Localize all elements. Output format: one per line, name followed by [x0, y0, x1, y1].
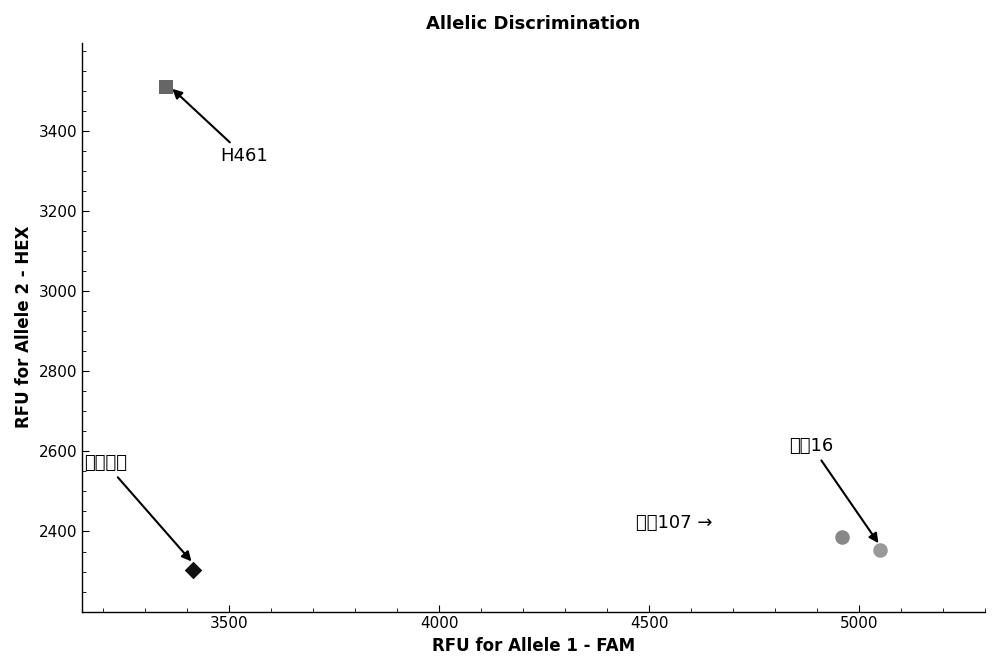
Text: 川农16: 川农16 — [790, 438, 877, 541]
X-axis label: RFU for Allele 1 - FAM: RFU for Allele 1 - FAM — [432, 637, 635, 655]
Point — [872, 544, 888, 555]
Point — [834, 532, 850, 543]
Text: 空白对照: 空白对照 — [84, 454, 190, 559]
Point — [158, 82, 174, 92]
Title: Allelic Discrimination: Allelic Discrimination — [426, 15, 641, 33]
Point — [185, 564, 201, 575]
Text: 川麦107 →: 川麦107 → — [636, 515, 712, 533]
Y-axis label: RFU for Allele 2 - HEX: RFU for Allele 2 - HEX — [15, 226, 33, 429]
Text: H461: H461 — [174, 90, 268, 165]
